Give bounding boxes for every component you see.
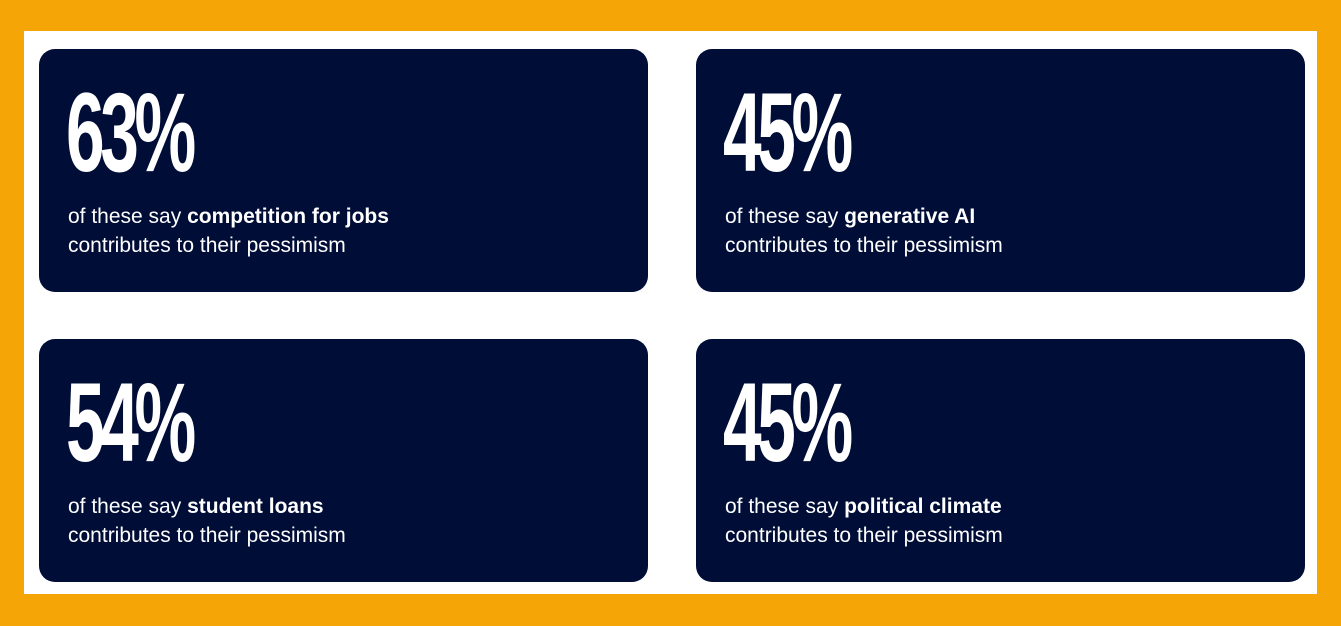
stat-factor: political climate bbox=[844, 495, 1002, 518]
stat-suffix: contributes to their pessimism bbox=[725, 234, 1003, 257]
stat-card-political-climate: 45% of these say political climate contr… bbox=[696, 339, 1305, 582]
stat-prefix: of these say bbox=[68, 495, 188, 518]
stat-description: of these say student loans contributes t… bbox=[68, 492, 346, 550]
stat-factor: student loans bbox=[187, 495, 324, 518]
stat-description: of these say political climate contribut… bbox=[725, 492, 1003, 550]
stats-panel: 63% of these say competition for jobs co… bbox=[24, 31, 1317, 594]
stat-suffix: contributes to their pessimism bbox=[68, 524, 346, 547]
stat-factor: generative AI bbox=[844, 205, 976, 228]
stat-prefix: of these say bbox=[725, 495, 845, 518]
stat-value: 63% bbox=[66, 70, 196, 195]
stat-prefix: of these say bbox=[68, 205, 188, 228]
stat-value: 54% bbox=[66, 360, 196, 485]
stat-description: of these say competition for jobs contri… bbox=[68, 202, 389, 260]
stat-value: 45% bbox=[723, 360, 853, 485]
stat-prefix: of these say bbox=[725, 205, 845, 228]
stat-card-competition-for-jobs: 63% of these say competition for jobs co… bbox=[39, 49, 648, 292]
stat-card-student-loans: 54% of these say student loans contribut… bbox=[39, 339, 648, 582]
stat-description: of these say generative AI contributes t… bbox=[725, 202, 1003, 260]
stat-factor: competition for jobs bbox=[187, 205, 389, 228]
stat-suffix: contributes to their pessimism bbox=[68, 234, 346, 257]
stat-value: 45% bbox=[723, 70, 853, 195]
stat-card-generative-ai: 45% of these say generative AI contribut… bbox=[696, 49, 1305, 292]
stat-suffix: contributes to their pessimism bbox=[725, 524, 1003, 547]
